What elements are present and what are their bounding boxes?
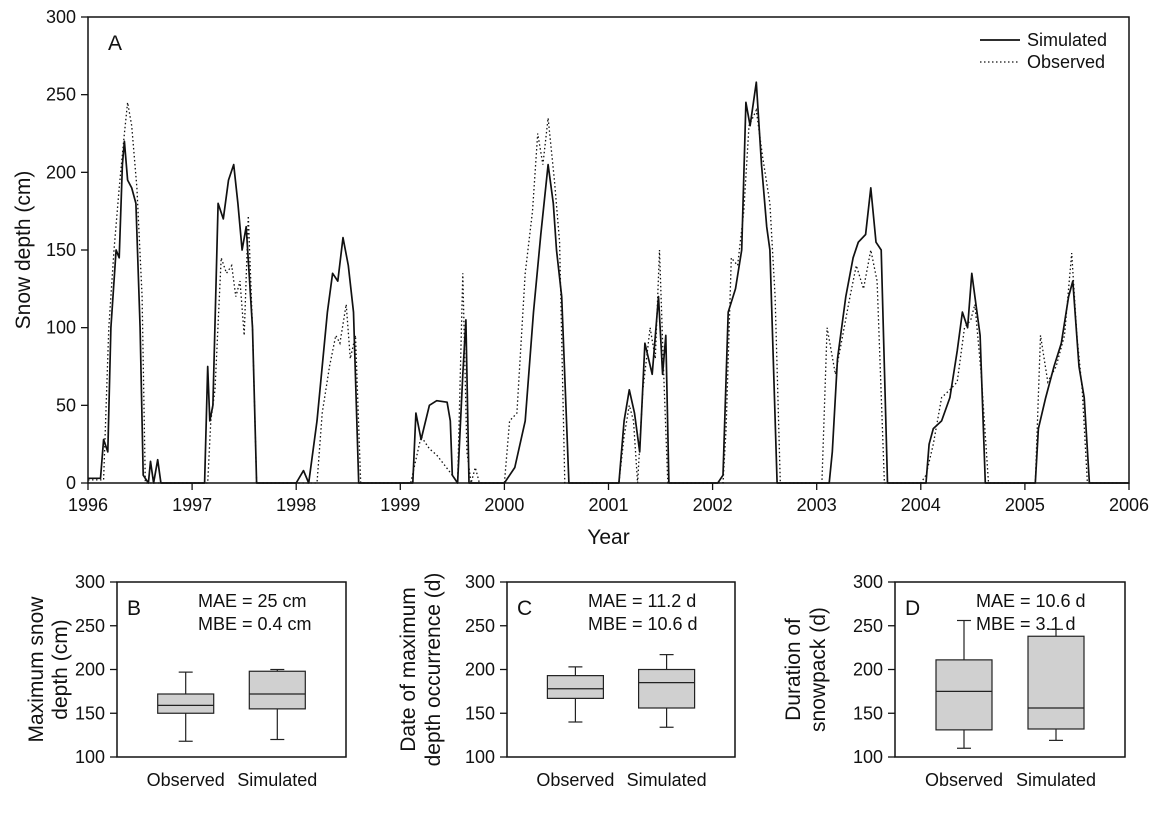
panel-letter-d: D [905,597,920,620]
panel-letter-a: A [108,32,122,55]
y-tick-label-d: 150 [853,703,883,723]
panel-d: 100 150 200 250 300 Duration of snowpack (d) D M… [782,572,1126,790]
y-tick-label-b: 150 [75,703,105,723]
x-tick-label-b-simulated: Simulated [237,770,317,790]
legend-label-observed: Observed [1027,52,1105,72]
y-axis-title-d-line1: Duration of [782,618,805,721]
box-observed [546,675,605,699]
y-tick-label-d: 200 [853,660,883,680]
y-tick-label-b: 200 [75,660,105,680]
panel-a-frame [87,16,1130,484]
y-axis-title-b-line2: depth (cm) [49,619,72,719]
mbe-label-b: MBE = 0.4 cm [198,614,312,634]
x-tick-label-a: 2002 [693,495,733,515]
y-tick-label-b: 300 [75,572,105,592]
y-axis-title-a: Snow depth (cm) [12,171,35,330]
y-tick-label-a: 250 [46,85,76,105]
x-tick-label-c-observed: Observed [536,770,614,790]
mae-label-c: MAE = 11.2 d [588,591,696,611]
panel-c: 100 150 200 250 300 Date of maximum depth occu… [397,572,736,790]
y-tick-label-c: 200 [465,660,495,680]
y-tick-label-a: 150 [46,240,76,260]
series-line-observed [88,102,1129,486]
x-tick-label-a: 1997 [172,495,212,515]
y-tick-label-b: 100 [75,747,105,767]
y-axis-title-c-line2: depth occurrence (d) [422,573,445,767]
y-tick-label-a: 0 [66,473,76,493]
x-tick-label-a: 1998 [276,495,316,515]
panel-letter-b: B [127,597,141,620]
y-axis-title-c-line1: Date of maximum [397,587,420,752]
y-tick-label-c: 150 [465,703,495,723]
box-observed [935,659,993,731]
y-axis-title-d-line2: snowpack (d) [807,607,830,732]
y-tick-label-c: 250 [465,616,495,636]
x-tick-label-a: 2001 [588,495,628,515]
x-tick-label-a: 2006 [1109,495,1149,515]
y-tick-label-b: 250 [75,616,105,636]
mae-label-d: MAE = 10.6 d [976,591,1086,611]
x-tick-label-a: 1996 [68,495,108,515]
box-observed [157,693,215,714]
y-axis-title-b-line1: Maximum snow [25,596,48,743]
y-tick-label-d: 250 [853,616,883,636]
x-tick-label-a: 2005 [1005,495,1045,515]
box-simulated [248,670,306,710]
y-tick-label-a: 300 [46,7,76,27]
mbe-label-c: MBE = 10.6 d [588,614,698,634]
y-tick-label-a: 200 [46,162,76,182]
y-tick-label-a: 50 [56,395,76,415]
panel-a: 0 50 100 150 200 250 300 1996 1997 1998 1999 2000 20… [12,7,1149,549]
mae-label-b: MAE = 25 cm [198,591,307,611]
panel-b: 100 150 200 250 300 Maximum snow depth (cm) B MA… [25,572,347,790]
box-simulated [1027,635,1085,730]
y-tick-label-d: 100 [853,747,883,767]
panel-letter-c: C [517,597,532,620]
x-tick-label-a: 2004 [901,495,941,515]
box-simulated [637,668,696,709]
mbe-label-d: MBE = 3.1 d [976,614,1076,634]
y-tick-label-c: 300 [465,572,495,592]
x-tick-label-a: 2000 [484,495,524,515]
x-tick-label-b-observed: Observed [147,770,225,790]
series-line-simulated [88,81,1129,484]
y-tick-label-d: 300 [853,572,883,592]
x-tick-label-a: 2003 [797,495,837,515]
x-tick-label-d-observed: Observed [925,770,1003,790]
x-tick-label-a: 1999 [380,495,420,515]
x-tick-label-d-simulated: Simulated [1016,770,1096,790]
x-axis-title-a: Year [587,526,629,549]
y-tick-label-c: 100 [465,747,495,767]
x-tick-label-c-simulated: Simulated [627,770,707,790]
legend-label-simulated: Simulated [1027,30,1107,50]
y-tick-label-a: 100 [46,318,76,338]
